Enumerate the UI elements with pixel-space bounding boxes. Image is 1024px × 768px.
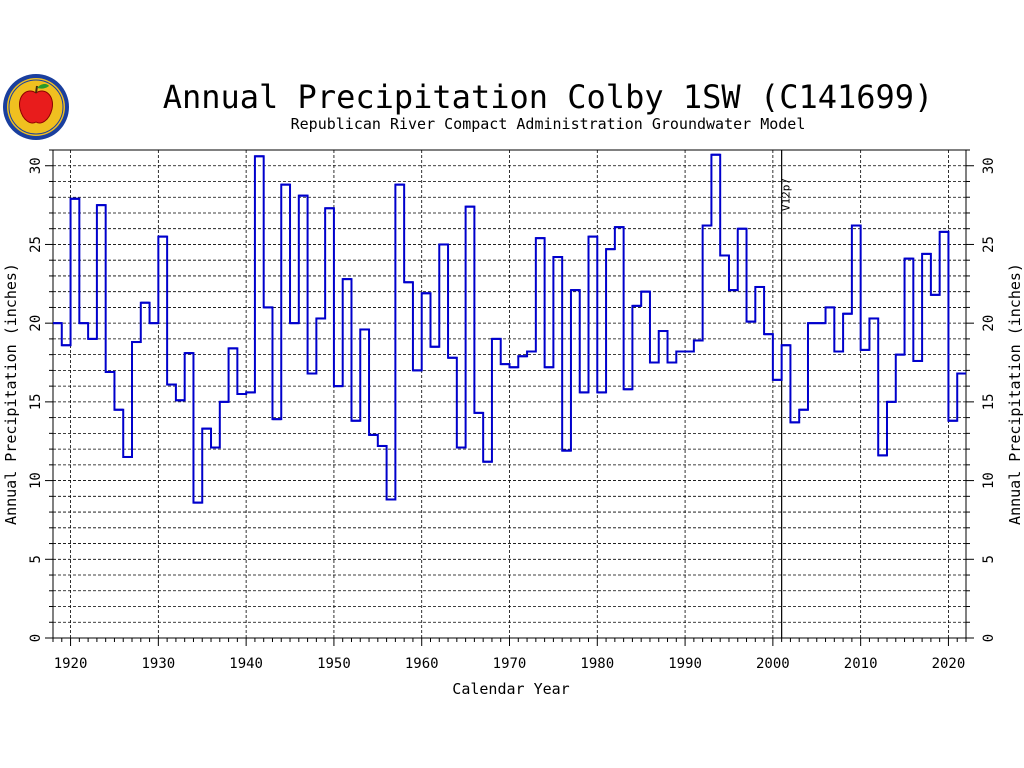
- chart-subtitle: Republican River Compact Administration …: [291, 115, 806, 133]
- y-tick-label-right: 15: [981, 393, 997, 410]
- x-tick-label: 1930: [141, 656, 175, 672]
- y-axis-label-left: Annual Precipitation (inches): [2, 263, 20, 525]
- x-tick-label: 1970: [493, 656, 527, 672]
- x-tick-label: 1990: [668, 656, 702, 672]
- y-tick-label-left: 5: [28, 555, 44, 563]
- plot-frame: [52, 149, 967, 639]
- y-tick-label-right: 0: [981, 634, 997, 642]
- chart-title: Annual Precipitation Colby 1SW (C141699): [163, 78, 934, 116]
- x-tick-label: 2010: [844, 656, 878, 672]
- x-axis-label: Calendar Year: [452, 680, 569, 698]
- y-tick-label-left: 15: [28, 393, 44, 410]
- x-tick-label: 2020: [932, 656, 966, 672]
- y-tick-label-left: 30: [28, 157, 44, 174]
- y-tick-label-right: 20: [981, 315, 997, 332]
- apple-logo-icon: [2, 73, 70, 141]
- y-tick-label-left: 25: [28, 236, 44, 253]
- y-tick-label-right: 25: [981, 236, 997, 253]
- y-tick-label-left: 0: [28, 634, 44, 642]
- x-tick-label: 1980: [580, 656, 614, 672]
- x-tick-label: 1940: [229, 656, 263, 672]
- version-annotation: V12p7: [780, 178, 793, 211]
- x-tick-label: 1920: [54, 656, 88, 672]
- y-tick-label-left: 20: [28, 315, 44, 332]
- y-tick-label-right: 30: [981, 157, 997, 174]
- y-tick-label-right: 5: [981, 555, 997, 563]
- y-tick-label-left: 10: [28, 472, 44, 489]
- x-tick-label: 2000: [756, 656, 790, 672]
- x-tick-label: 1950: [317, 656, 351, 672]
- y-tick-label-right: 10: [981, 472, 997, 489]
- y-axis-label-right: Annual Precipitation (inches): [1006, 263, 1024, 525]
- x-tick-label: 1960: [405, 656, 439, 672]
